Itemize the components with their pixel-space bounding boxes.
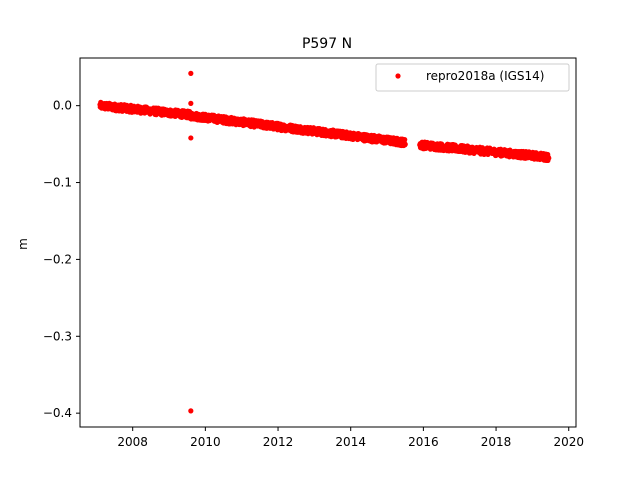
data-point [546,155,552,161]
x-tick-label: 2018 [481,435,512,449]
x-tick-label: 2012 [263,435,294,449]
outlier-point [188,70,194,76]
legend-box [375,63,570,92]
y-axis-label: m [16,238,30,250]
y-tick-label: −0.1 [43,176,72,190]
y-tick-label: 0.0 [53,99,72,113]
y-tick-label: −0.3 [43,329,72,343]
outlier-point [188,408,194,414]
y-tick-label: −0.4 [43,406,72,420]
legend-label: repro2018a (IGS14) [426,69,544,83]
legend-marker [395,73,401,79]
x-tick-label: 2020 [553,435,584,449]
chart-title: P597 N [302,36,352,52]
plot-frame [79,57,577,428]
y-tick-label: −0.2 [43,252,72,266]
outlier-point [188,100,194,106]
data-points [97,70,552,414]
x-tick-label: 2014 [335,435,366,449]
x-axis: 2008 2010 2012 2014 2016 2018 2020 [117,427,584,449]
x-tick-label: 2008 [117,435,148,449]
data-point [402,136,408,143]
y-axis: 0.0 −0.1 −0.2 −0.3 −0.4 [43,99,80,420]
data-point [402,141,408,147]
legend: repro2018a (IGS14) [375,63,570,92]
x-tick-label: 2010 [190,435,221,449]
outlier-point [188,135,194,141]
x-tick-label: 2016 [408,435,439,449]
